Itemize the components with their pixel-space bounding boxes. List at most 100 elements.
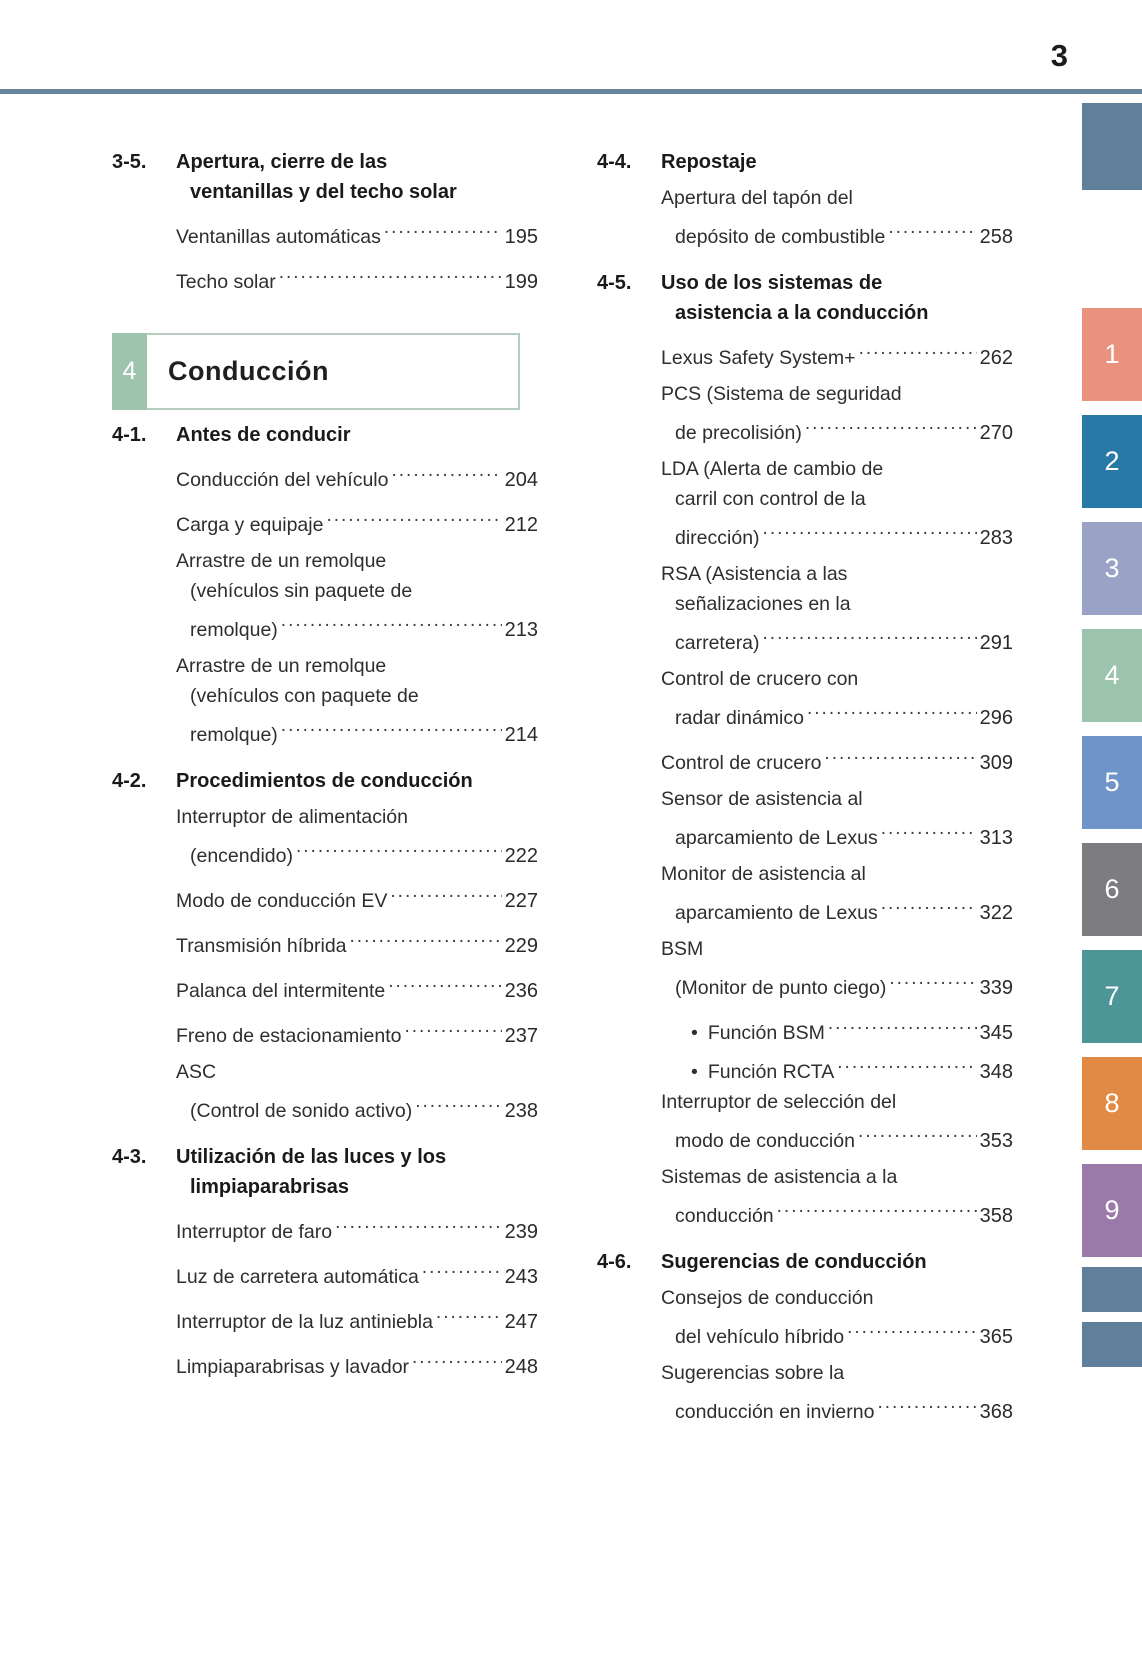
entry-text: carretera) xyxy=(675,632,760,654)
side-tab-blank xyxy=(1082,1322,1142,1367)
toc-entry: Interruptor de selección del modo de cond… xyxy=(661,1087,1013,1156)
toc-section: 4-6. Sugerencias de conducción Consejos de… xyxy=(597,1237,1013,1433)
entry-text: Apertura del tapón del xyxy=(661,187,853,209)
side-tab-1: 1 xyxy=(1082,308,1142,401)
entry-line: • Función RCTA 348 xyxy=(661,1048,1013,1087)
entry-line: Interruptor de la luz antiniebla 247 xyxy=(176,1298,538,1337)
entry-page-number: 258 xyxy=(979,226,1013,248)
entry-line: dirección) 283 xyxy=(661,514,1013,553)
entry-text: ASC xyxy=(176,1061,217,1083)
dot-leader xyxy=(837,1048,976,1078)
entry-line: conducción en invierno 368 xyxy=(661,1388,1013,1427)
side-tab-4: 4 xyxy=(1082,629,1142,722)
side-tab-label: 8 xyxy=(1104,1088,1120,1118)
entry-line: (vehículos con paquete de xyxy=(176,681,538,711)
toc-entry: BSM (Monitor de punto ciego) 339 xyxy=(661,934,1013,1003)
entry-text: señalizaciones en la xyxy=(675,593,851,615)
entry-line: Consejos de conducción xyxy=(661,1283,1013,1313)
section-title-line: asistencia a la conducción xyxy=(675,302,929,324)
toc-entry: Freno de estacionamiento 237 xyxy=(176,1012,538,1051)
entry-page-number: 358 xyxy=(979,1205,1013,1227)
dot-leader xyxy=(807,694,977,724)
entry-page-number: 222 xyxy=(504,845,538,867)
toc-entry: • Función BSM 345 xyxy=(661,1009,1013,1048)
entry-text: aparcamiento de Lexus xyxy=(675,902,878,924)
side-tab-label: 1 xyxy=(1104,339,1120,369)
entry-text: Interruptor de la luz antiniebla xyxy=(176,1311,433,1333)
entry-text: Modo de conducción EV xyxy=(176,890,388,912)
entry-line: Sugerencias sobre la xyxy=(661,1358,1013,1388)
toc-entry: • Función RCTA 348 xyxy=(661,1048,1013,1087)
entry-text: Conducción del vehículo xyxy=(176,469,389,491)
header-rule xyxy=(0,89,1142,94)
section-title: Utilización de las luces y los limpiapara… xyxy=(176,1142,538,1202)
chapter-number-badge: 4 xyxy=(112,333,147,410)
toc-entry: Arrastre de un remolque (vehículos con pa… xyxy=(176,651,538,750)
entry-text: Carga y equipaje xyxy=(176,514,324,536)
entry-text: (Control de sonido activo) xyxy=(190,1100,413,1122)
section-title: Sugerencias de conducción xyxy=(661,1247,1013,1277)
entry-page-number: 236 xyxy=(504,980,538,1002)
dot-leader xyxy=(412,1343,502,1373)
entry-page-number: 368 xyxy=(979,1401,1013,1423)
entry-line: Apertura del tapón del xyxy=(661,183,1013,213)
entry-text: RSA (Asistencia a las xyxy=(661,563,848,585)
entry-line: LDA (Alerta de cambio de xyxy=(661,454,1013,484)
entry-page-number: 229 xyxy=(504,935,538,957)
section-number: 4-3. xyxy=(112,1146,147,1168)
entry-text: (encendido) xyxy=(190,845,293,867)
side-tab-label: 6 xyxy=(1104,874,1120,904)
dot-leader xyxy=(828,1009,977,1039)
entry-page-number: 248 xyxy=(504,1356,538,1378)
side-tab-2: 2 xyxy=(1082,415,1142,508)
entry-text: Arrastre de un remolque xyxy=(176,655,387,677)
side-tab-label: 9 xyxy=(1104,1195,1120,1225)
entry-text: (vehículos sin paquete de xyxy=(190,580,413,602)
section-title-line: Utilización de las luces y los xyxy=(176,1146,447,1168)
section-title: Apertura, cierre de las ventanillas y del… xyxy=(176,147,538,207)
toc-entry: Conducción del vehículo 204 xyxy=(176,456,538,495)
toc-entry: Control de crucero 309 xyxy=(661,739,1013,778)
entry-text: (vehículos con paquete de xyxy=(190,685,419,707)
toc-entry: Sensor de asistencia al aparcamiento de L… xyxy=(661,784,1013,853)
section-number: 3-5. xyxy=(112,151,147,173)
dot-leader xyxy=(296,832,502,862)
section-title-line: Sugerencias de conducción xyxy=(661,1251,927,1273)
dot-leader xyxy=(888,213,976,243)
entry-line: carretera) 291 xyxy=(661,619,1013,658)
entry-text: (Monitor de punto ciego) xyxy=(675,977,887,999)
toc-section: 4-1. Antes de conducir Conducción del vehí… xyxy=(112,410,538,756)
entry-text: Función BSM xyxy=(707,1022,825,1044)
section-number: 4-4. xyxy=(597,151,632,173)
entry-line: Control de crucero con xyxy=(661,664,1013,694)
side-tab-8: 8 xyxy=(1082,1057,1142,1150)
entry-text: del vehículo híbrido xyxy=(675,1326,845,1348)
entry-text: Transmisión híbrida xyxy=(176,935,347,957)
toc-section: 4-2. Procedimientos de conducción Interrup… xyxy=(112,756,538,1132)
entry-page-number: 270 xyxy=(979,422,1013,444)
toc-section: 4-5. Uso de los sistemas de asistencia a l… xyxy=(597,258,1013,1237)
entry-text: conducción xyxy=(675,1205,774,1227)
entry-line: señalizaciones en la xyxy=(661,589,1013,619)
entry-line: Modo de conducción EV 227 xyxy=(176,877,538,916)
page-number: 3 xyxy=(1050,38,1068,73)
dot-leader xyxy=(279,258,502,288)
entry-text: Interruptor de faro xyxy=(176,1221,333,1243)
dot-leader xyxy=(777,1192,977,1222)
side-tab-9: 9 xyxy=(1082,1164,1142,1257)
dot-leader xyxy=(881,814,977,844)
toc-entry: Sistemas de asistencia a la conducción 358 xyxy=(661,1162,1013,1231)
entry-text: Techo solar xyxy=(176,271,276,293)
toc-column-right: 4-4. Repostaje Apertura del tapón del depós… xyxy=(597,147,1013,1433)
entry-page-number: 313 xyxy=(979,827,1013,849)
side-tab-label: 4 xyxy=(1104,660,1120,690)
entry-line: carril con control de la xyxy=(661,484,1013,514)
section-title-line: limpiaparabrisas xyxy=(190,1176,349,1198)
dot-leader xyxy=(847,1313,977,1343)
section-title-line: Uso de los sistemas de xyxy=(661,272,883,294)
entry-line: Monitor de asistencia al xyxy=(661,859,1013,889)
entry-text: aparcamiento de Lexus xyxy=(675,827,878,849)
entry-line: PCS (Sistema de seguridad xyxy=(661,379,1013,409)
toc-entry: Ventanillas automáticas 195 xyxy=(176,213,538,252)
